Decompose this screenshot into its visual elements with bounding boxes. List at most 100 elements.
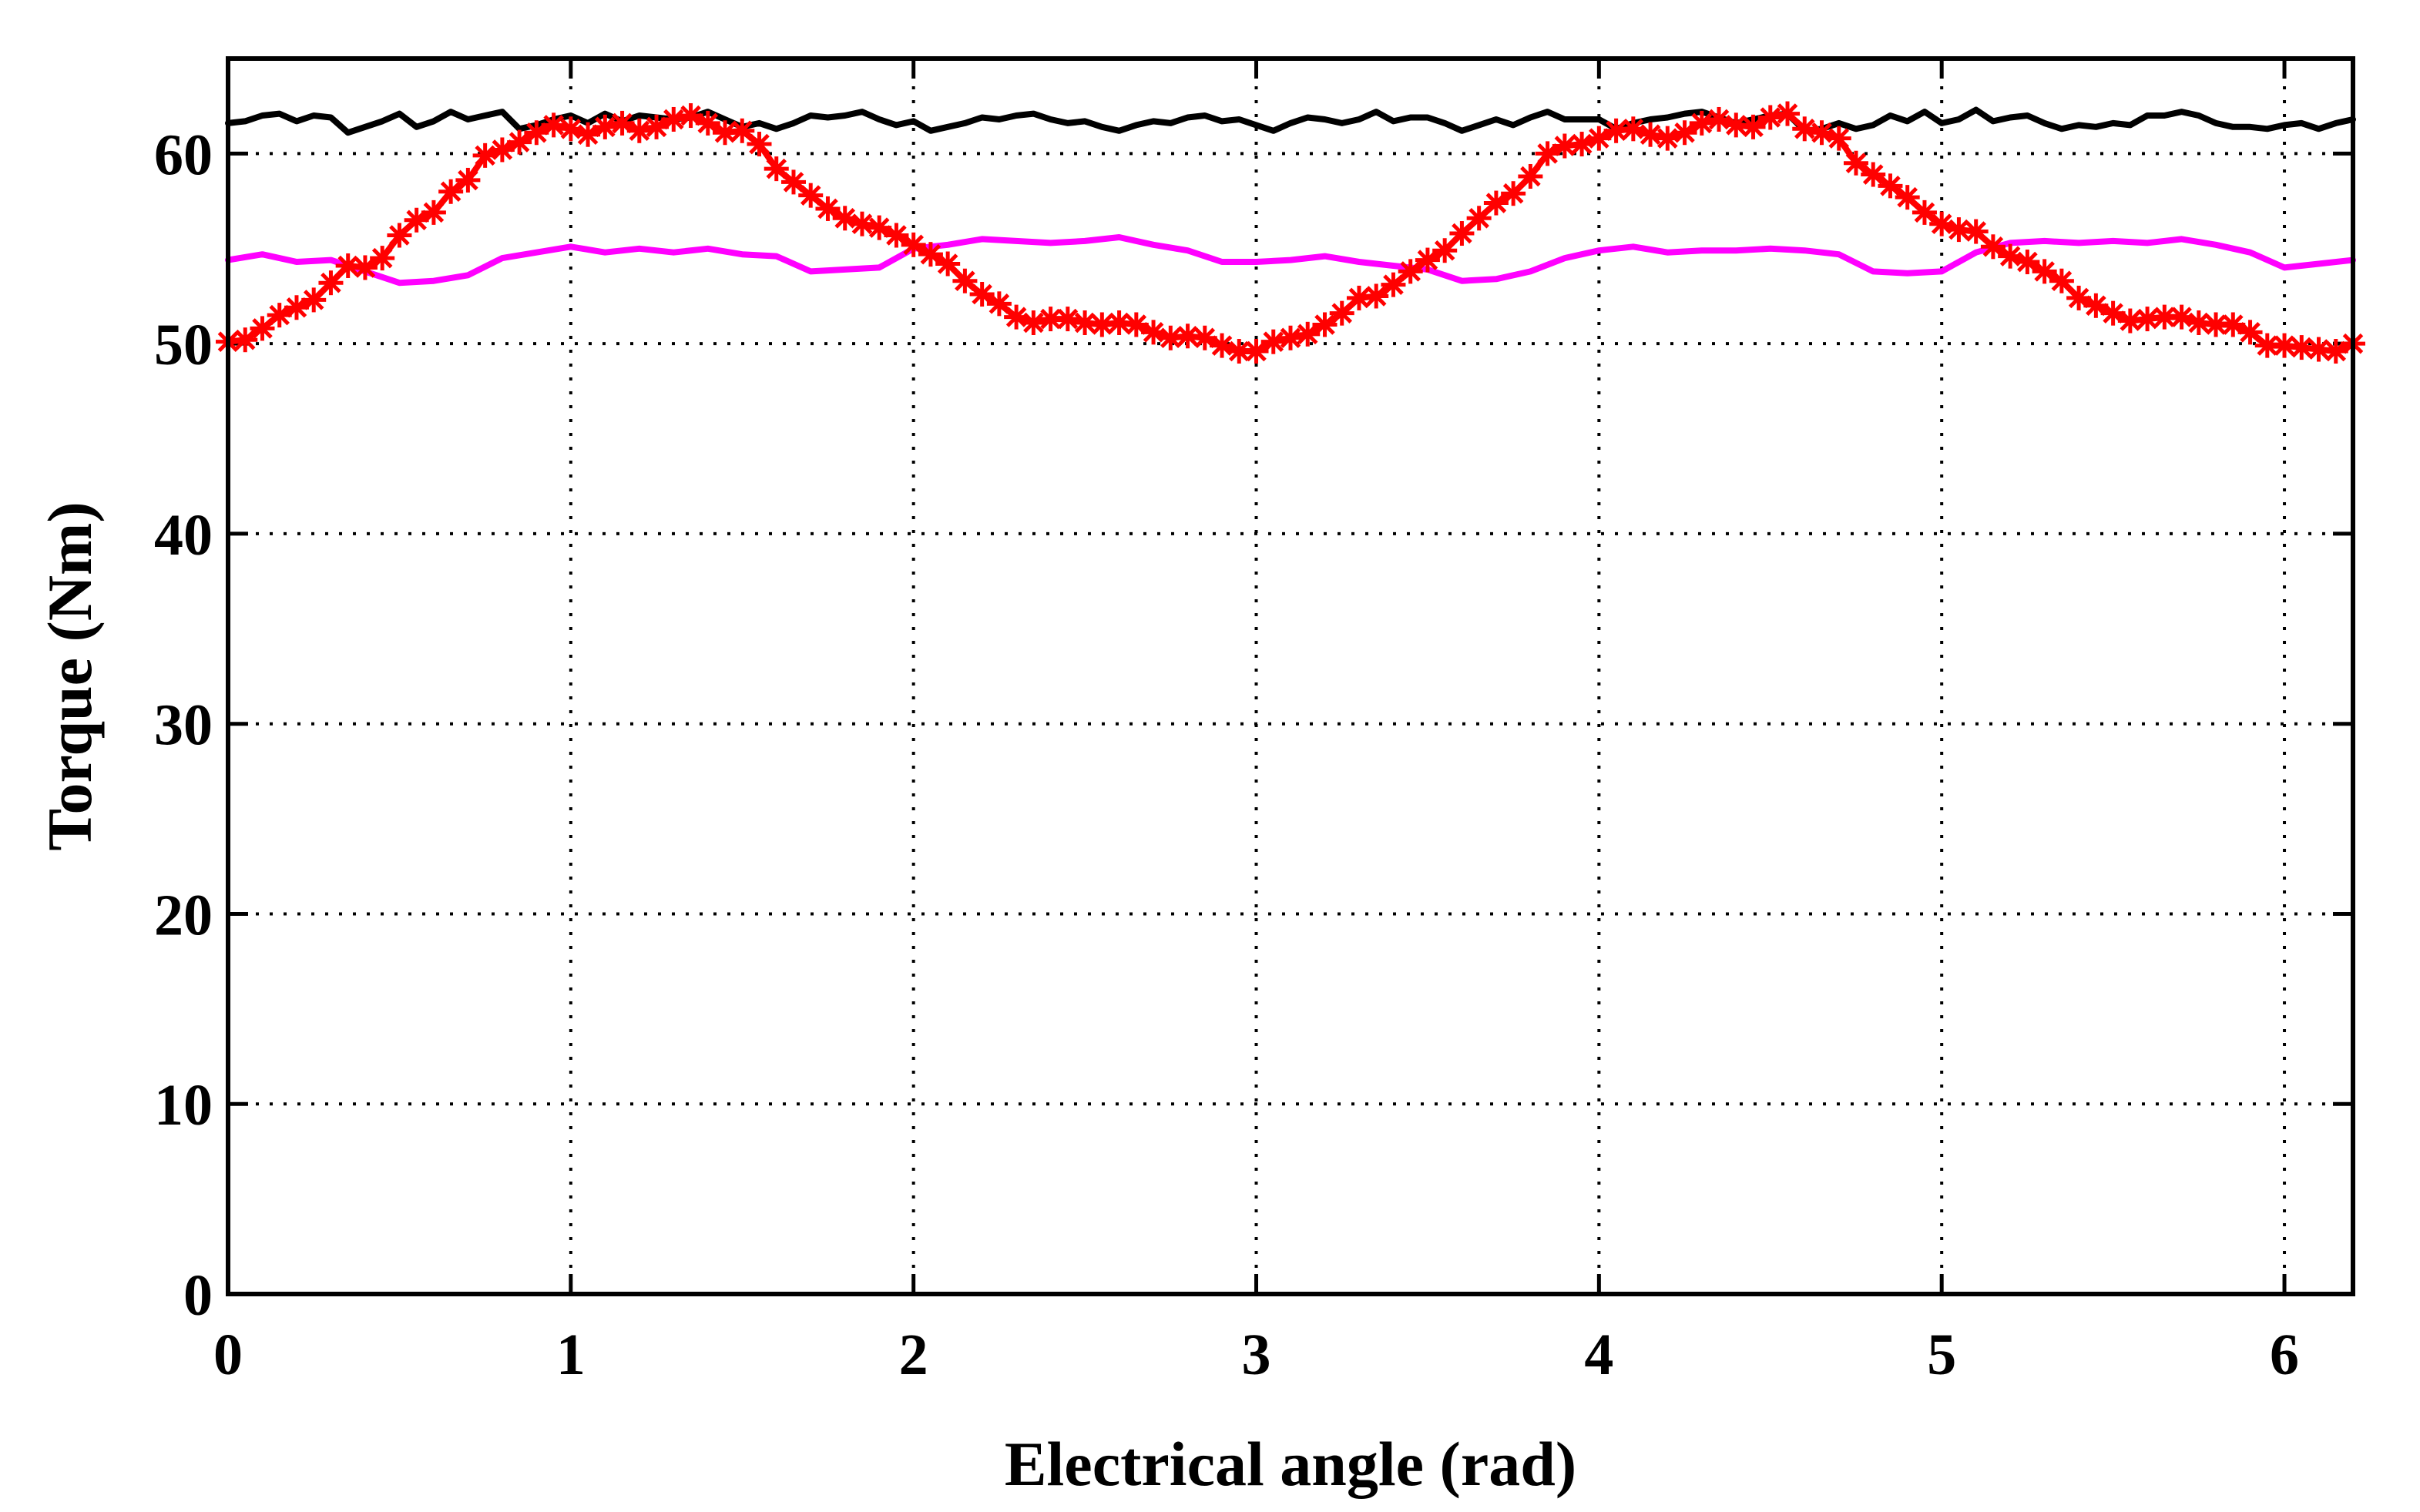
data-point-marker — [1638, 122, 1663, 147]
data-point-marker — [1775, 101, 1801, 126]
data-point-marker — [1364, 283, 1389, 309]
y-tick-label: 20 — [154, 883, 213, 947]
data-point-marker — [1911, 199, 1937, 225]
data-point-marker — [764, 156, 789, 182]
data-point-marker — [421, 199, 446, 225]
data-point-marker — [541, 112, 566, 138]
x-tick-label: 3 — [1242, 1323, 1271, 1387]
y-tick-label: 10 — [154, 1073, 213, 1138]
data-point-marker — [901, 232, 926, 257]
data-point-marker — [592, 114, 618, 139]
data-point-marker — [1689, 110, 1714, 136]
data-point-marker — [2272, 333, 2297, 358]
data-point-marker — [2306, 337, 2331, 362]
data-point-marker — [2135, 307, 2160, 332]
data-point-marker — [1843, 150, 1868, 176]
data-point-marker — [1501, 181, 1526, 206]
data-point-marker — [558, 116, 583, 142]
data-point-marker — [626, 118, 652, 143]
data-point-marker — [780, 169, 806, 195]
data-point-marker — [1809, 120, 1834, 146]
y-tick-label: 30 — [154, 693, 213, 758]
x-axis-label: Electrical angle (rad) — [1005, 1429, 1576, 1499]
x-tick-label: 4 — [1584, 1323, 1613, 1387]
data-point-marker — [935, 251, 961, 277]
data-point-marker — [1466, 206, 1492, 231]
data-point-marker — [832, 206, 858, 231]
data-point-marker — [1963, 219, 1989, 244]
data-point-marker — [1707, 106, 1732, 132]
data-point-marker — [1106, 310, 1132, 336]
data-point-marker — [952, 268, 978, 293]
data-point-marker — [1757, 105, 1783, 130]
data-point-marker — [1381, 272, 1406, 297]
data-point-marker — [1569, 132, 1595, 157]
data-point-marker — [2032, 259, 2057, 284]
data-point-marker — [1483, 190, 1509, 216]
y-tick-label: 60 — [154, 122, 213, 187]
data-point-marker — [1792, 116, 1818, 142]
series-layer — [216, 101, 2365, 364]
series-0 — [225, 106, 2356, 136]
data-point-marker — [1518, 163, 1543, 189]
y-axis-label: Torque (Nm) — [35, 501, 105, 850]
y-tick-label: 50 — [154, 313, 213, 377]
data-point-marker — [387, 223, 412, 248]
data-point-marker — [1072, 310, 1098, 336]
data-point-marker — [1055, 307, 1080, 332]
data-point-marker — [1210, 333, 1235, 358]
data-point-marker — [815, 196, 841, 221]
data-point-marker — [455, 167, 481, 193]
data-point-marker — [1329, 300, 1354, 326]
data-point-marker — [1620, 116, 1646, 142]
data-point-marker — [301, 287, 327, 313]
data-point-marker — [1227, 339, 1252, 364]
data-point-marker — [1449, 221, 1475, 246]
data-point-marker — [1895, 185, 1920, 210]
data-point-marker — [1260, 329, 1286, 354]
data-point-marker — [1655, 126, 1680, 151]
data-point-marker — [250, 316, 275, 341]
data-point-marker — [1672, 120, 1697, 146]
series-line — [225, 106, 2356, 136]
data-point-marker — [2169, 304, 2194, 330]
data-point-marker — [1740, 114, 1766, 139]
data-point-marker — [1021, 310, 1046, 336]
data-point-marker — [798, 183, 824, 208]
x-tick-label: 6 — [2270, 1323, 2299, 1387]
data-point-marker — [884, 223, 909, 248]
data-point-marker — [1004, 304, 1029, 330]
data-point-marker — [472, 142, 498, 168]
data-point-marker — [1278, 325, 1303, 350]
data-point-marker — [1415, 247, 1440, 273]
data-point-marker — [507, 129, 532, 155]
y-tick-label: 0 — [183, 1263, 213, 1328]
data-point-marker — [918, 242, 943, 267]
data-point-marker — [1998, 243, 2023, 269]
data-point-marker — [1398, 259, 1423, 284]
data-point-marker — [1878, 173, 1903, 199]
data-point-marker — [986, 291, 1012, 317]
data-point-marker — [1861, 162, 1886, 187]
data-point-marker — [661, 106, 686, 132]
x-tick-label: 1 — [556, 1323, 586, 1387]
data-point-marker — [730, 118, 755, 143]
data-point-marker — [695, 110, 720, 136]
x-tick-label: 0 — [213, 1323, 243, 1387]
data-point-marker — [1929, 211, 1955, 236]
data-point-marker — [1295, 321, 1321, 347]
data-point-marker — [2015, 250, 2040, 275]
series-2 — [216, 101, 2365, 364]
data-point-marker — [969, 281, 995, 307]
data-point-marker — [1826, 126, 1851, 151]
data-point-marker — [1432, 238, 1458, 263]
data-point-marker — [2117, 308, 2143, 334]
data-point-marker — [438, 179, 464, 204]
data-point-marker — [747, 132, 772, 157]
data-point-marker — [318, 270, 344, 296]
x-tick-label: 5 — [1927, 1323, 1956, 1387]
data-point-marker — [849, 211, 874, 236]
